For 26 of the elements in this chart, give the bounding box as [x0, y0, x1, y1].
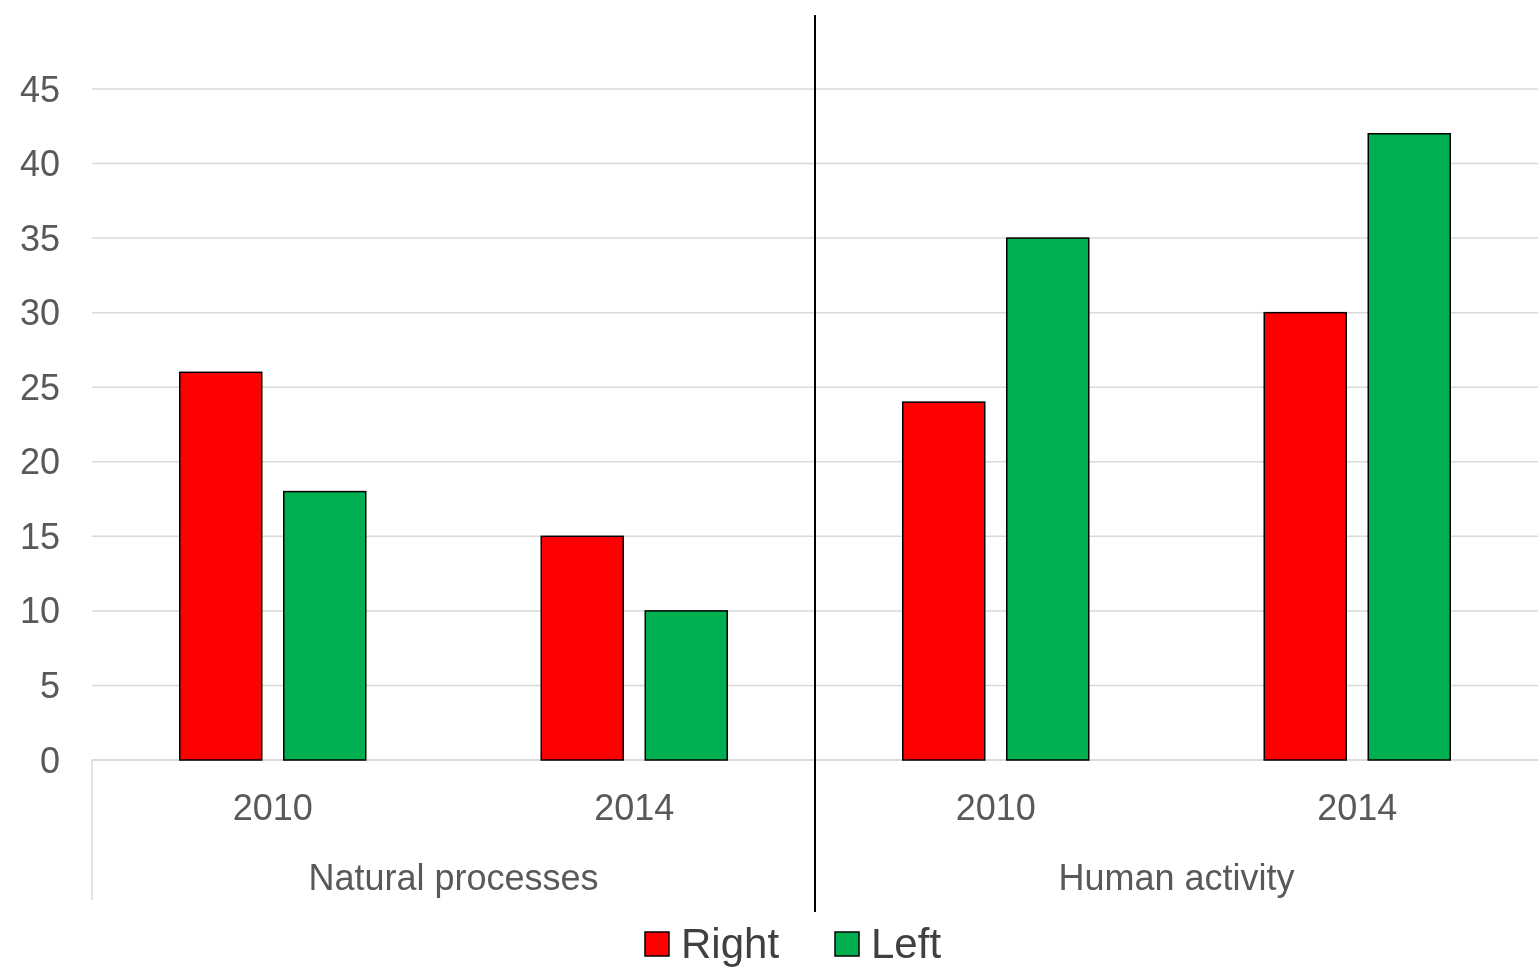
y-tick-label: 15 [19, 515, 60, 557]
x-tick-label: 2010 [955, 787, 1036, 828]
legend-label: Left [871, 920, 942, 967]
y-tick-label: 5 [39, 665, 60, 707]
y-tick-label: 0 [39, 739, 60, 781]
y-tick-label: 35 [19, 217, 60, 259]
bar [540, 535, 624, 761]
x-tick-label: 2014 [1317, 787, 1398, 828]
y-tick-label: 40 [19, 143, 60, 185]
x-tick-label: 2014 [594, 787, 675, 828]
bar [644, 610, 728, 761]
y-tick-label: 30 [19, 292, 60, 334]
bar [179, 371, 263, 761]
bar [283, 490, 367, 761]
legend-label: Right [681, 920, 780, 967]
y-tick-label: 20 [19, 441, 60, 483]
bar [1263, 311, 1347, 761]
bar [1367, 132, 1451, 761]
x-tick-label: 2010 [232, 787, 313, 828]
y-tick-label: 10 [19, 590, 60, 632]
bar [902, 401, 986, 761]
y-tick-label: 25 [19, 366, 60, 408]
x-axis-title: Human activity [1058, 857, 1295, 898]
y-tick-label: 45 [19, 68, 60, 110]
bar [1006, 237, 1090, 761]
x-axis-title: Natural processes [308, 857, 599, 898]
